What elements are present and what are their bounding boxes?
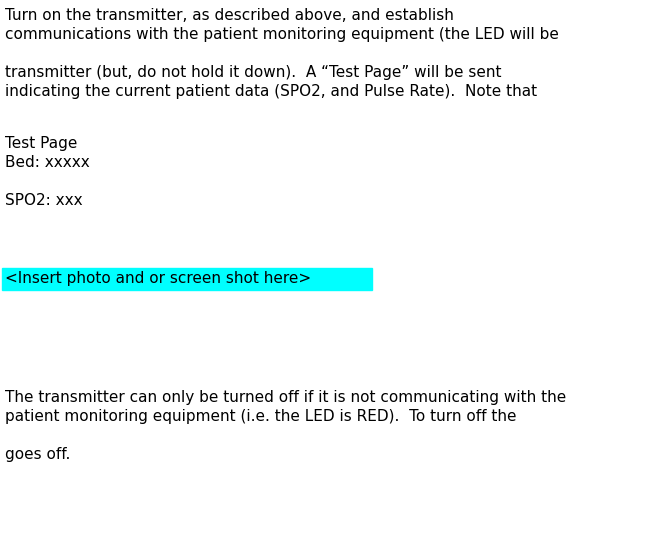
Text: Test Page: Test Page bbox=[5, 136, 78, 151]
Text: indicating the current patient data (SPO2, and Pulse Rate).  Note that: indicating the current patient data (SPO… bbox=[5, 84, 537, 99]
Text: goes off.: goes off. bbox=[5, 447, 70, 462]
Text: <Insert photo and or screen shot here>: <Insert photo and or screen shot here> bbox=[5, 271, 311, 286]
Text: patient monitoring equipment (i.e. the LED is RED).  To turn off the: patient monitoring equipment (i.e. the L… bbox=[5, 409, 516, 424]
Text: SPO2: xxx: SPO2: xxx bbox=[5, 193, 83, 208]
Text: transmitter (but, do not hold it down).  A “Test Page” will be sent: transmitter (but, do not hold it down). … bbox=[5, 65, 501, 80]
Text: communications with the patient monitoring equipment (the LED will be: communications with the patient monitori… bbox=[5, 27, 559, 42]
Text: The transmitter can only be turned off if it is not communicating with the: The transmitter can only be turned off i… bbox=[5, 390, 566, 405]
Bar bbox=[2, 268, 372, 290]
Text: Turn on the transmitter, as described above, and establish: Turn on the transmitter, as described ab… bbox=[5, 8, 454, 23]
Text: Bed: xxxxx: Bed: xxxxx bbox=[5, 155, 90, 170]
